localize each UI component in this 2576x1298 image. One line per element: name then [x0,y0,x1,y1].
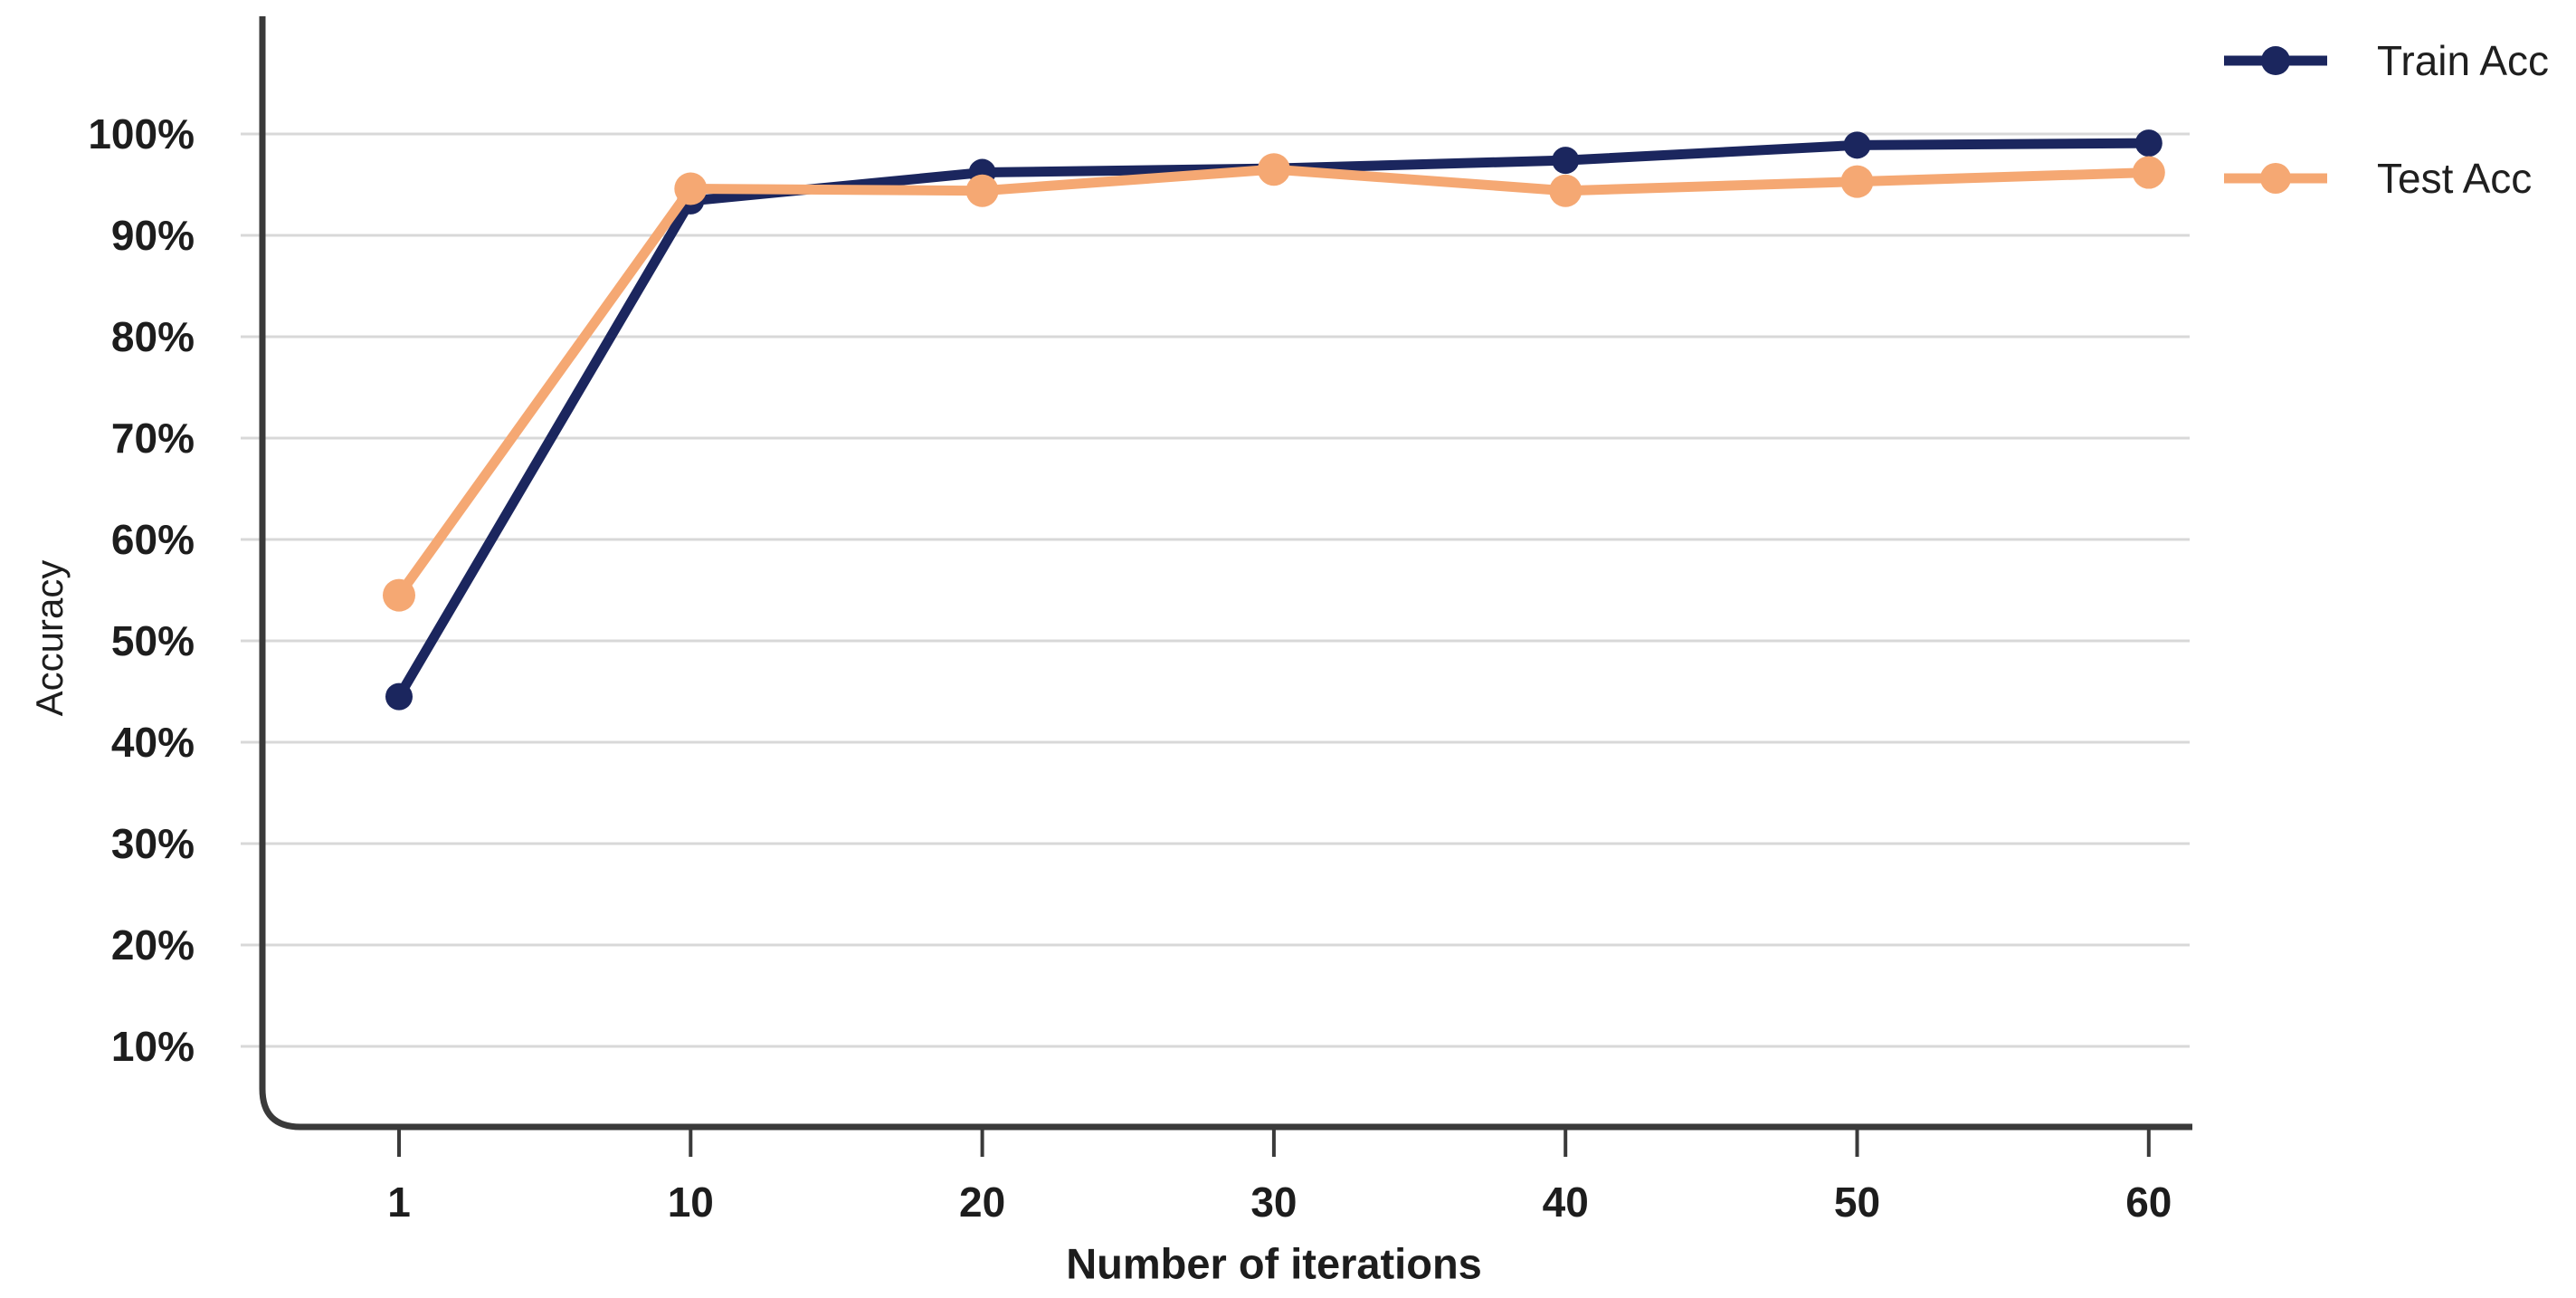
x-tick-label: 40 [1543,1179,1589,1226]
data-point [1840,165,1874,198]
legend-label-train: Train Acc [2377,37,2550,84]
x-tick-label: 10 [668,1179,714,1226]
axis-line [259,16,2192,1131]
data-point [1549,174,1583,207]
data-point [383,578,415,612]
legend-label-test: Test Acc [2377,155,2533,202]
y-tick-label: 40% [111,719,195,766]
x-tick-label: 50 [1834,1179,1880,1226]
data-point [2132,156,2165,189]
data-point [2134,129,2163,157]
test-series-marker-icon [2224,163,2327,194]
x-tick-label: 60 [2125,1179,2172,1226]
x-tick-label: 30 [1250,1179,1297,1226]
y-tick-label: 10% [111,1023,195,1070]
y-tick-label: 100% [88,110,195,157]
data-point [1257,153,1290,186]
x-tick-label: 20 [959,1179,1005,1226]
y-tick-label: 20% [111,921,195,969]
data-point [674,172,708,205]
y-axis-title: Accuracy [28,559,71,717]
y-tick-label: 70% [111,415,195,462]
legend-item-test: Test Acc [2221,155,2549,202]
data-point [1843,131,1871,159]
train-series-marker-icon [2224,46,2327,75]
legend: Train Acc Test Acc [2221,37,2550,202]
x-tick-label: 1 [387,1179,411,1226]
y-tick-label: 90% [111,212,195,259]
data-point [385,682,413,711]
x-axis-title: Number of iterations [1066,1239,1482,1288]
series-line-1 [394,164,2154,601]
y-tick-label: 80% [111,313,195,360]
y-tick-label: 30% [111,820,195,867]
data-point [1552,147,1580,175]
y-tick-label: 50% [111,617,195,664]
legend-item-train: Train Acc [2221,37,2550,84]
y-tick-label: 60% [111,516,195,563]
data-point [965,174,999,207]
